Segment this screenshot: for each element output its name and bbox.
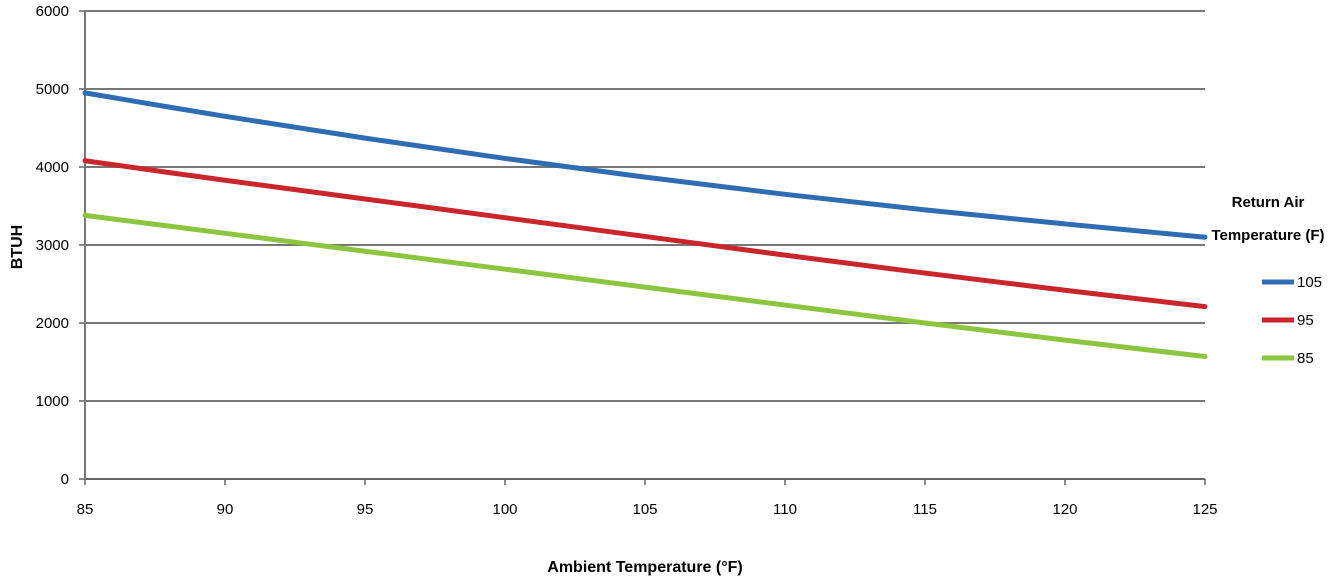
legend-items: 105 95 85 (1262, 274, 1322, 367)
legend: Return Air Temperature (F) 105 95 85 (1211, 194, 1324, 367)
x-tick-label-125: 125 (1192, 501, 1217, 518)
y-tick-label-0: 0 (61, 471, 69, 488)
x-tick-label-95: 95 (357, 501, 374, 518)
legend-label-105: 105 (1297, 274, 1322, 291)
series-line-105 (82, 90, 1208, 240)
y-tick-label-5000: 5000 (36, 81, 69, 98)
legend-title-line2: Temperature (F) (1211, 227, 1324, 244)
y-tick-label-4000: 4000 (36, 159, 69, 176)
series-lines (82, 90, 1208, 360)
x-tick-label-85: 85 (77, 501, 94, 518)
y-tick-label-2000: 2000 (36, 315, 69, 332)
x-tick-label-105: 105 (632, 501, 657, 518)
y-axis-ticks: 0 1000 2000 3000 4000 5000 6000 (36, 3, 69, 488)
x-tick-label-110: 110 (773, 501, 797, 518)
series-line-95 (82, 158, 1208, 310)
x-axis-ticks: 85 90 95 100 105 110 115 120 125 (77, 501, 1218, 518)
legend-title-line1: Return Air (1232, 194, 1305, 211)
y-tick-label-6000: 6000 (36, 3, 69, 20)
legend-label-85: 85 (1297, 350, 1314, 367)
y-tick-label-3000: 3000 (36, 237, 69, 254)
x-tick-label-90: 90 (217, 501, 234, 518)
grid-lines (79, 10, 1206, 485)
y-tick-label-1000: 1000 (36, 393, 69, 410)
x-tick-label-100: 100 (492, 501, 517, 518)
series-line-85 (82, 212, 1208, 360)
legend-label-95: 95 (1297, 312, 1314, 329)
x-axis-title: Ambient Temperature (°F) (547, 559, 742, 576)
x-tick-label-115: 115 (913, 501, 937, 518)
x-tick-label-120: 120 (1052, 501, 1077, 518)
y-axis-title: BTUH (9, 225, 26, 269)
